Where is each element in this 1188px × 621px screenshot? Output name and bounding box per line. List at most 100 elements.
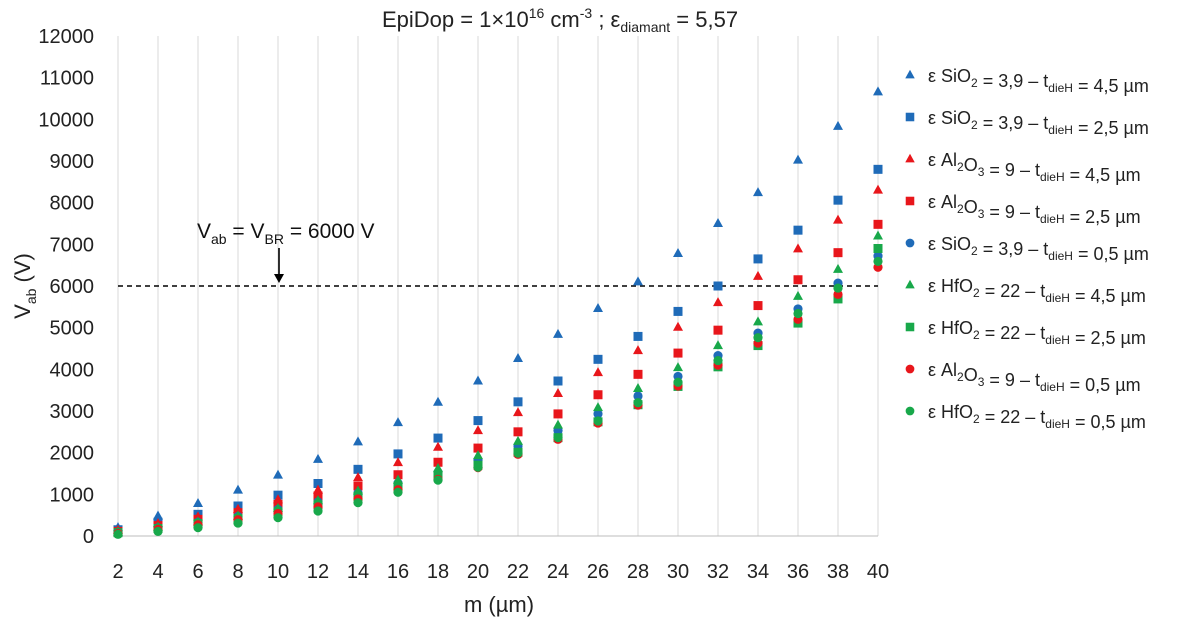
data-point-s6: [553, 419, 563, 429]
x-tick-label: 36: [787, 561, 809, 583]
data-point-s4: [633, 369, 643, 379]
y-tick-label: 8000: [50, 193, 95, 215]
data-point-s9: [433, 475, 443, 485]
data-point-s9: [233, 518, 243, 528]
data-point-s2: [513, 397, 523, 407]
legend-label: ε Al2O3 = 9 – tdieH = 4,5 µm: [928, 150, 1141, 185]
x-tick-label: 26: [587, 561, 609, 583]
legend-item-2: ε SiO2 = 3,9 – tdieH = 2,5 µm: [905, 108, 1149, 138]
data-point-s9: [553, 433, 563, 443]
data-point-s9: [673, 377, 683, 387]
x-tick-label: 2: [112, 561, 123, 583]
legend-marker: [905, 196, 915, 206]
x-tick-label: 32: [707, 561, 729, 583]
x-tick-label: 10: [267, 561, 289, 583]
data-point-s6: [713, 340, 723, 350]
data-point-s9: [393, 487, 403, 497]
legend-marker: [905, 238, 915, 248]
data-point-s3: [473, 425, 483, 435]
x-tick-label: 22: [507, 561, 529, 583]
data-point-s9: [633, 398, 643, 408]
data-point-s9: [273, 513, 283, 523]
data-point-s2: [633, 331, 643, 341]
data-point-s2: [793, 225, 803, 235]
data-point-s3: [713, 297, 723, 307]
data-point-s3: [353, 472, 363, 482]
data-point-s9: [473, 462, 483, 472]
data-point-s6: [753, 316, 763, 326]
reference-arrow-head: [274, 274, 284, 283]
x-tick-label: 34: [747, 561, 769, 583]
legend: ε SiO2 = 3,9 – tdieH = 4,5 µm ε SiO2 = 3,…: [905, 66, 1149, 432]
data-point-s6: [873, 230, 883, 240]
legend-marker: [905, 322, 915, 332]
legend-item-4: ε Al2O3 = 9 – tdieH = 2,5 µm: [905, 192, 1141, 227]
y-tick-label: 3000: [50, 401, 95, 423]
data-point-s1: [593, 303, 603, 312]
y-tick-label: 2000: [50, 443, 95, 465]
data-point-s1: [313, 453, 323, 463]
data-point-s1: [513, 353, 523, 362]
data-point-s3: [313, 484, 323, 494]
data-point-s9: [713, 355, 723, 366]
legend-label: ε SiO2 = 3,9 – tdieH = 4,5 µm: [928, 66, 1149, 96]
data-point-s2: [353, 464, 363, 474]
data-point-s1: [713, 218, 723, 227]
data-point-s9: [513, 448, 523, 458]
data-point-s3: [753, 270, 763, 280]
legend-item-3: ε Al2O3 = 9 – tdieH = 4,5 µm: [905, 150, 1141, 185]
data-point-s6: [593, 402, 603, 412]
data-point-s1: [673, 248, 683, 257]
legend-item-8: ε Al2O3 = 9 – tdieH = 0,5 µm: [905, 360, 1141, 395]
x-tick-label: 6: [192, 561, 203, 583]
y-tick-label: 11000: [40, 68, 94, 90]
data-point-s4: [833, 248, 843, 258]
y-axis-label: Vab (V): [10, 253, 39, 319]
y-tick-label: 9000: [50, 151, 95, 173]
data-point-s3: [833, 214, 843, 224]
data-point-s1: [473, 375, 483, 385]
legend-item-6: ε HfO2 = 22 – tdieH = 4,5 µm: [905, 276, 1146, 306]
x-tick-label: 24: [547, 561, 569, 583]
data-point-s9: [793, 308, 803, 319]
data-point-s3: [513, 407, 523, 417]
legend-label: ε HfO2 = 22 – tdieH = 4,5 µm: [928, 276, 1146, 306]
reference-label: Vab = VBR = 6000 V: [197, 220, 375, 247]
data-point-s2: [393, 449, 403, 459]
y-tick-label: 1000: [50, 484, 95, 506]
data-point-s1: [873, 86, 883, 96]
y-tick-label: 0: [83, 526, 94, 548]
data-point-s6: [793, 290, 803, 300]
x-tick-label: 16: [387, 561, 409, 583]
legend-label: ε SiO2 = 3,9 – tdieH = 2,5 µm: [928, 108, 1149, 138]
x-tick-label: 20: [467, 561, 489, 583]
legend-marker: [905, 153, 915, 163]
legend-label: ε HfO2 = 22 – tdieH = 0,5 µm: [928, 402, 1146, 432]
data-point-s2: [833, 195, 843, 205]
data-point-s4: [873, 219, 883, 229]
data-point-s9: [353, 498, 363, 508]
data-point-s1: [793, 154, 803, 164]
data-point-s3: [673, 321, 683, 331]
data-point-s2: [593, 354, 603, 364]
data-point-s6: [513, 435, 523, 445]
y-tick-label: 12000: [38, 26, 94, 48]
data-point-s5: [593, 409, 603, 419]
data-point-s1: [833, 120, 843, 130]
legend-item-5: ε SiO2 = 3,9 – tdieH = 0,5 µm: [905, 234, 1149, 264]
data-point-s3: [433, 441, 443, 451]
data-point-s3: [873, 184, 883, 194]
data-point-s1: [393, 417, 403, 427]
data-point-s1: [633, 276, 643, 286]
x-tick-labels: 2 4 6 8 10 12 14 16 18 20 22 24 26 28 30 32 34 36 38 40: [112, 561, 889, 583]
data-point-s4: [713, 325, 723, 335]
data-point-s9: [193, 523, 203, 533]
y-tick-label: 6000: [50, 276, 95, 298]
legend-label: ε SiO2 = 3,9 – tdieH = 0,5 µm: [928, 234, 1149, 264]
reference-annotation: Vab = VBR = 6000 V: [197, 220, 375, 283]
y-tick-label: 5000: [50, 318, 95, 340]
legend-marker: [905, 279, 915, 289]
data-point-s2: [673, 306, 683, 316]
data-point-s1: [353, 436, 363, 446]
